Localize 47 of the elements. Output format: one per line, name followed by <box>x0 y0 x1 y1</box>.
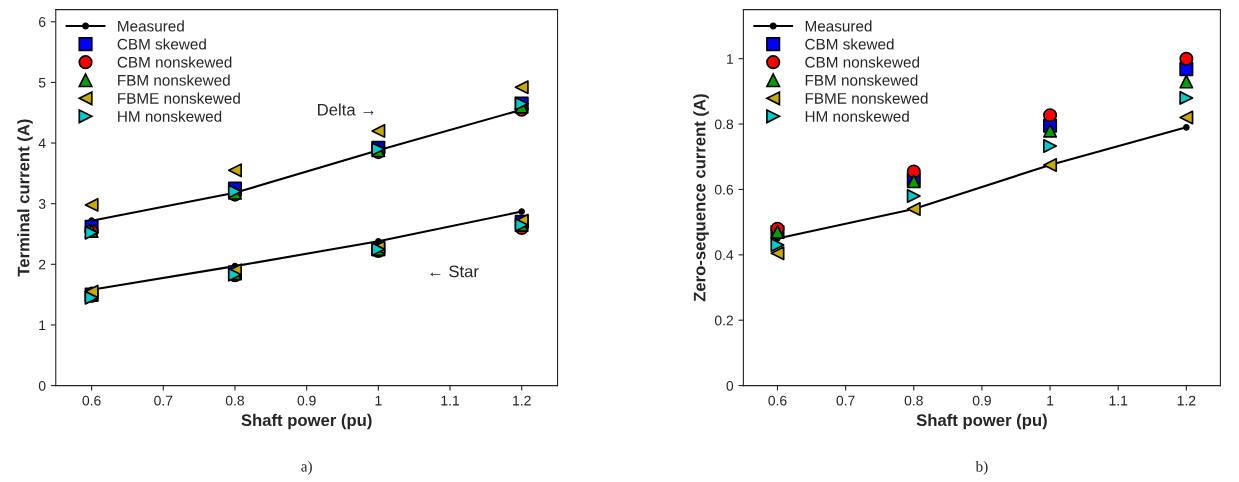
y-tick-label: 0 <box>726 380 734 391</box>
x-tick-label: 1 <box>1047 395 1054 406</box>
y-tick-label: 1 <box>39 320 46 330</box>
x-tick-label: 1.2 <box>1177 395 1196 406</box>
legend-label: FBME nonskewed <box>118 92 240 104</box>
legend-label: Measured <box>118 20 184 32</box>
legend-label: HM nonskewed <box>118 110 222 122</box>
y-tick-label: 2 <box>39 259 46 270</box>
legend-label: HM nonskewed <box>805 110 909 122</box>
y-tick-label: 0 <box>38 380 46 391</box>
x-tick-label: 1.2 <box>513 395 531 406</box>
y-axis-title: Terminal current (A) <box>17 119 33 277</box>
x-tick-label: 1.1 <box>1109 395 1128 406</box>
y-tick-label: 6 <box>39 17 46 27</box>
x-tick-label: 0.6 <box>768 395 787 406</box>
legend-label: CBM nonskewed <box>117 56 232 68</box>
x-axis-title: Shaft power (pu) <box>241 413 372 430</box>
x-tick-label: 0.7 <box>154 395 173 406</box>
y-tick-label: 0.4 <box>714 250 734 260</box>
y-axis-title: Zero-sequence current (A) <box>693 94 709 302</box>
annotation: ← Star <box>430 265 479 278</box>
x-tick-label: 1 <box>375 395 382 406</box>
legend-label: CBM nonskewed <box>805 56 920 68</box>
y-tick-label: 3 <box>38 199 46 209</box>
x-tick-label: 0.9 <box>297 395 316 406</box>
x-tick-label: 1.1 <box>441 395 459 406</box>
annotation: Delta → <box>318 103 374 116</box>
x-tick-label: 0.8 <box>904 395 923 406</box>
x-tick-label: 0.6 <box>82 395 101 406</box>
text: b) <box>975 460 988 475</box>
legend-label: FBM nonskewed <box>805 74 918 86</box>
y-tick-label: 0.2 <box>714 315 733 326</box>
x-tick-label: 0.8 <box>225 395 245 406</box>
x-axis-title: Shaft power (pu) <box>916 413 1047 430</box>
legend-label: CBM skewed <box>805 38 894 50</box>
legend-label: CBM skewed <box>117 38 206 50</box>
y-tick-label: 4 <box>38 138 46 149</box>
legend-label: FBME nonskewed <box>805 92 928 104</box>
y-tick-label: 0.6 <box>714 184 734 195</box>
y-tick-label: 5 <box>38 77 46 88</box>
text: a) <box>301 460 312 475</box>
legend-label: Measured <box>805 20 872 32</box>
legend-label: FBM nonskewed <box>118 74 230 86</box>
y-tick-label: 1 <box>727 54 733 64</box>
x-tick-label: 0.7 <box>836 395 855 406</box>
x-tick-label: 0.9 <box>972 395 991 406</box>
y-tick-label: 0.8 <box>714 119 734 130</box>
